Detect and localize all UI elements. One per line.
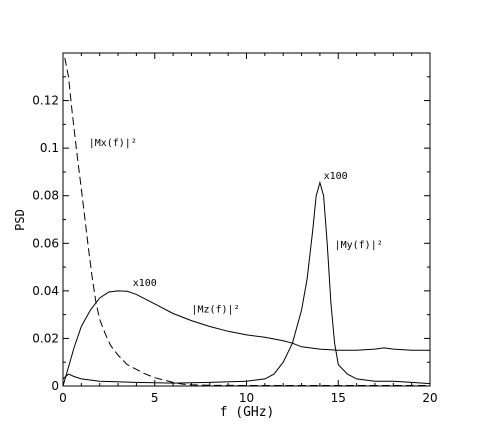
annotation-1: |Mz(f)|²: [191, 304, 239, 315]
series-layer: [63, 57, 430, 386]
annotation-3: x100: [133, 278, 157, 289]
plot-area: [62, 52, 431, 387]
x-tick-label: 5: [151, 391, 159, 405]
x-axis-label: f (GHz): [220, 405, 275, 420]
annotations: |Mx(f)|² |Mz(f)|² |My(f)|² x100 x100: [89, 138, 383, 316]
annotation-2: |My(f)|²: [335, 240, 383, 251]
x-tick-label: 10: [239, 391, 254, 405]
y-axis-label: PSD: [13, 209, 27, 231]
y-tick-label: 0.06: [32, 236, 59, 250]
y-tick-label: 0.08: [32, 189, 59, 203]
x-tick-label: 15: [331, 391, 346, 405]
x-tick-label: 20: [422, 391, 437, 405]
x-axis: 0 5 10 15 20: [59, 53, 438, 405]
y-axis: 0 0.02 0.04 0.06 0.08 0.1 0.12: [32, 76, 430, 393]
x-tick-label: 0: [59, 391, 67, 405]
y-tick-label: 0.04: [32, 284, 59, 298]
series-line-0: [64, 57, 430, 386]
y-tick-label: 0.1: [40, 141, 59, 155]
series-line-1: [63, 290, 430, 386]
series-line-2: [63, 180, 430, 385]
y-tick-label: 0.12: [32, 94, 59, 108]
y-tick-label: 0.02: [32, 331, 59, 345]
annotation-0: |Mx(f)|²: [89, 138, 137, 149]
annotation-4: x100: [324, 171, 348, 182]
y-tick-label: 0: [51, 379, 59, 393]
